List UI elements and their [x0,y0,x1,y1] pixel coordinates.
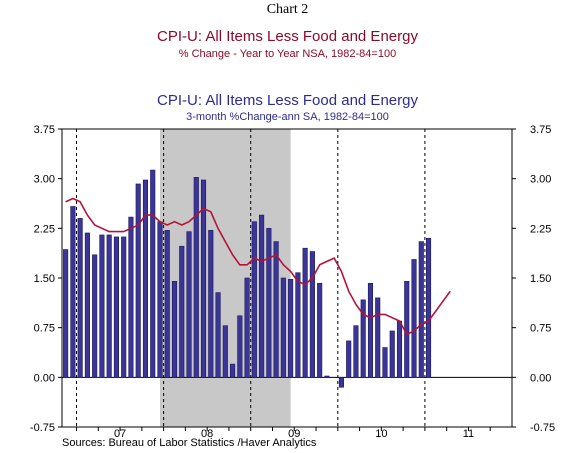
y-tick-label-right: -0.75 [530,422,555,434]
bar [230,363,236,378]
bar [222,325,228,378]
bar [84,232,90,378]
bar [92,254,98,378]
bar [404,281,410,378]
bar [324,375,330,378]
bar [186,231,192,378]
x-year-label: 11 [463,428,474,440]
source-note: Sources: Bureau of Labor Statistics /Hav… [62,437,317,449]
bar [150,169,156,378]
series2-title: CPI-U: All Items Less Food and Energy [157,92,418,109]
bar [259,214,265,378]
y-tick-label-right: 0.75 [530,323,551,335]
series2-subtitle: 3-month %Change-ann SA, 1982-84=100 [186,111,389,123]
bar [367,282,374,378]
y-tick-label-left: 1.50 [34,273,55,285]
bar [63,249,69,378]
x-year-label: 08 [201,428,213,440]
bar [77,218,83,378]
bar [179,245,185,378]
bar [135,183,141,378]
bar [113,236,119,378]
y-tick-label-right: 1.50 [530,273,551,285]
bar [382,347,388,378]
bar [106,234,112,378]
bar [346,340,352,378]
bar [208,230,214,378]
bar [360,299,366,378]
bar [411,259,417,378]
bar [302,247,308,378]
bar [200,179,207,378]
bar [288,279,294,378]
bar [353,325,359,378]
bar [389,330,395,378]
bar [70,206,76,378]
y-tick-label-left: 3.00 [34,174,55,186]
bar [237,315,243,378]
y-tick-label-left: 0.75 [34,323,55,335]
series1-title: CPI-U: All Items Less Food and Energy [157,28,418,45]
y-tick-label-left: -0.75 [30,422,55,434]
bar [295,272,301,378]
bar [280,277,286,378]
bar [266,228,272,378]
y-tick-label-left: 3.75 [34,124,55,136]
bar [425,237,432,378]
bar [309,251,315,378]
plot-area: 3.75 3.75 3.00 3.00 2.25 2.25 1.50 1.50 0.75 0.75… [30,124,555,440]
bar [99,234,105,378]
bar [418,241,424,378]
bar [193,177,199,378]
bar [396,320,403,378]
y-tick-label-left: 0.00 [34,372,55,384]
bar [338,377,344,388]
bar [375,297,381,378]
bar [273,241,279,378]
bar [121,236,127,378]
bar [244,277,250,378]
bar [157,221,163,378]
y-tick-label-right: 2.25 [530,223,551,235]
y-tick-label-left: 2.25 [34,223,55,235]
x-year-label: 07 [114,428,126,440]
x-year-label: 10 [375,428,387,440]
bar [142,179,149,378]
y-tick-label-right: 3.75 [530,124,551,136]
bar [251,221,257,378]
bar [317,282,323,378]
y-tick-label-right: 0.00 [530,372,551,384]
line-series [65,197,451,336]
bar [171,281,178,378]
x-year-label: 09 [288,428,300,440]
bar [164,230,170,378]
y-tick-label-right: 3.00 [530,174,551,186]
bar [215,292,221,378]
series1-subtitle: % Change - Year to Year NSA, 1982-84=100 [178,48,397,60]
chart-number: Chart 2 [266,2,309,17]
bar [128,216,134,378]
